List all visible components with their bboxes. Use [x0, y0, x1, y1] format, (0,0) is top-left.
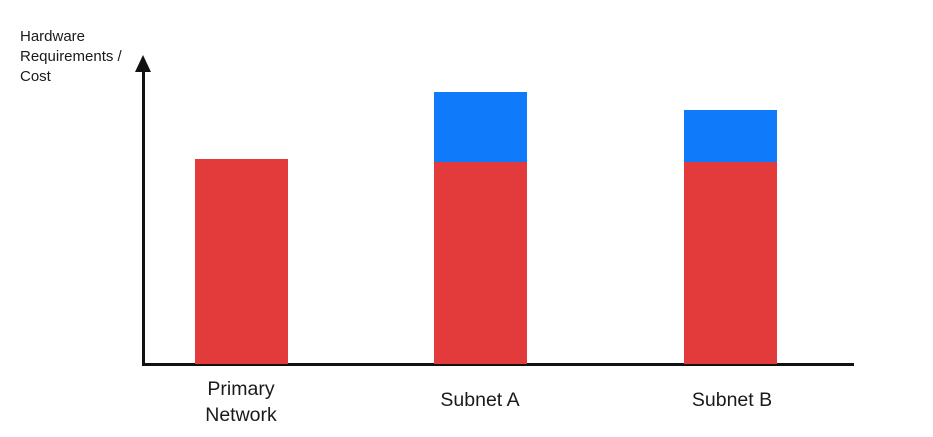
bar-segment-subnet-b-extra	[684, 110, 777, 162]
category-label-subnet-a: Subnet A	[440, 389, 520, 411]
bar-segment-primary-network-base	[195, 159, 288, 364]
bar-segment-subnet-b-base	[684, 162, 777, 364]
x-axis-line	[142, 363, 854, 366]
y-axis-label: Hardware Requirements / Cost	[20, 28, 122, 85]
category-label-primary-network: Primary Network	[205, 378, 277, 426]
y-axis-line	[142, 62, 145, 366]
bar-subnet-b	[684, 110, 777, 364]
category-label-subnet-b: Subnet B	[691, 389, 773, 411]
bar-segment-subnet-a-extra	[434, 92, 527, 162]
bar-subnet-a	[434, 92, 527, 364]
bar-primary-network	[195, 159, 288, 364]
bar-segment-subnet-a-base	[434, 162, 527, 364]
